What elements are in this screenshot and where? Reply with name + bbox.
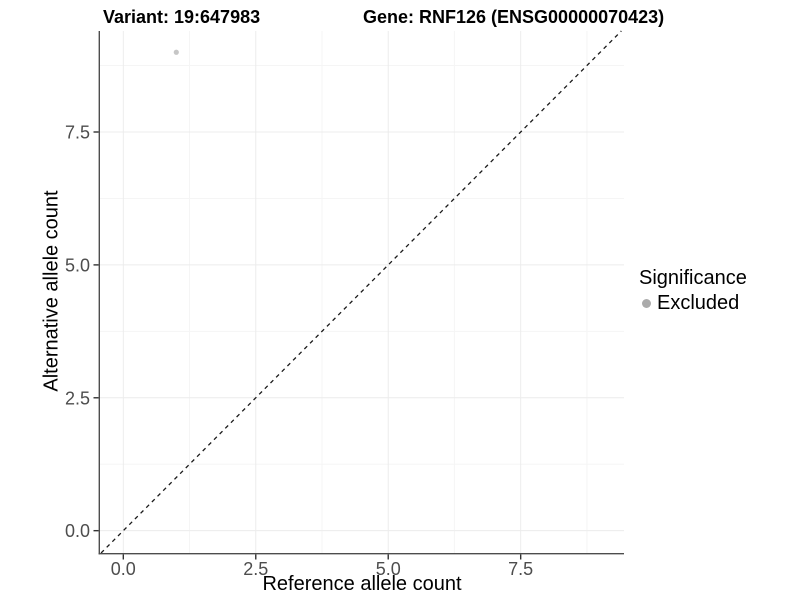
- y-axis-title: Alternative allele count: [40, 190, 63, 392]
- x-tick-label: 2.5: [243, 559, 268, 579]
- legend-key-point-icon: [642, 298, 651, 308]
- plot-title-gene: Gene: RNF126 (ENSG00000070423): [363, 7, 665, 27]
- x-tick-label: 5.0: [376, 559, 401, 579]
- x-axis-title: Reference allele count: [262, 573, 462, 595]
- y-tick-label: 7.5: [65, 122, 90, 142]
- identity-line: [100, 30, 622, 554]
- y-tick-label: 5.0: [65, 255, 90, 275]
- legend-item-excluded: Excluded: [639, 291, 747, 315]
- legend-title: Significance: [639, 267, 747, 289]
- x-tick-label: 7.5: [508, 559, 533, 579]
- y-tick-label: 0.0: [65, 521, 90, 541]
- y-tick-label: 2.5: [65, 388, 90, 408]
- x-tick-label: 0.0: [111, 559, 136, 579]
- legend-item-label: Excluded: [657, 292, 740, 314]
- legend: Significance Excluded: [639, 266, 747, 315]
- plot-title-variant: Variant: 19:647983: [103, 7, 261, 27]
- data-point: [173, 49, 179, 55]
